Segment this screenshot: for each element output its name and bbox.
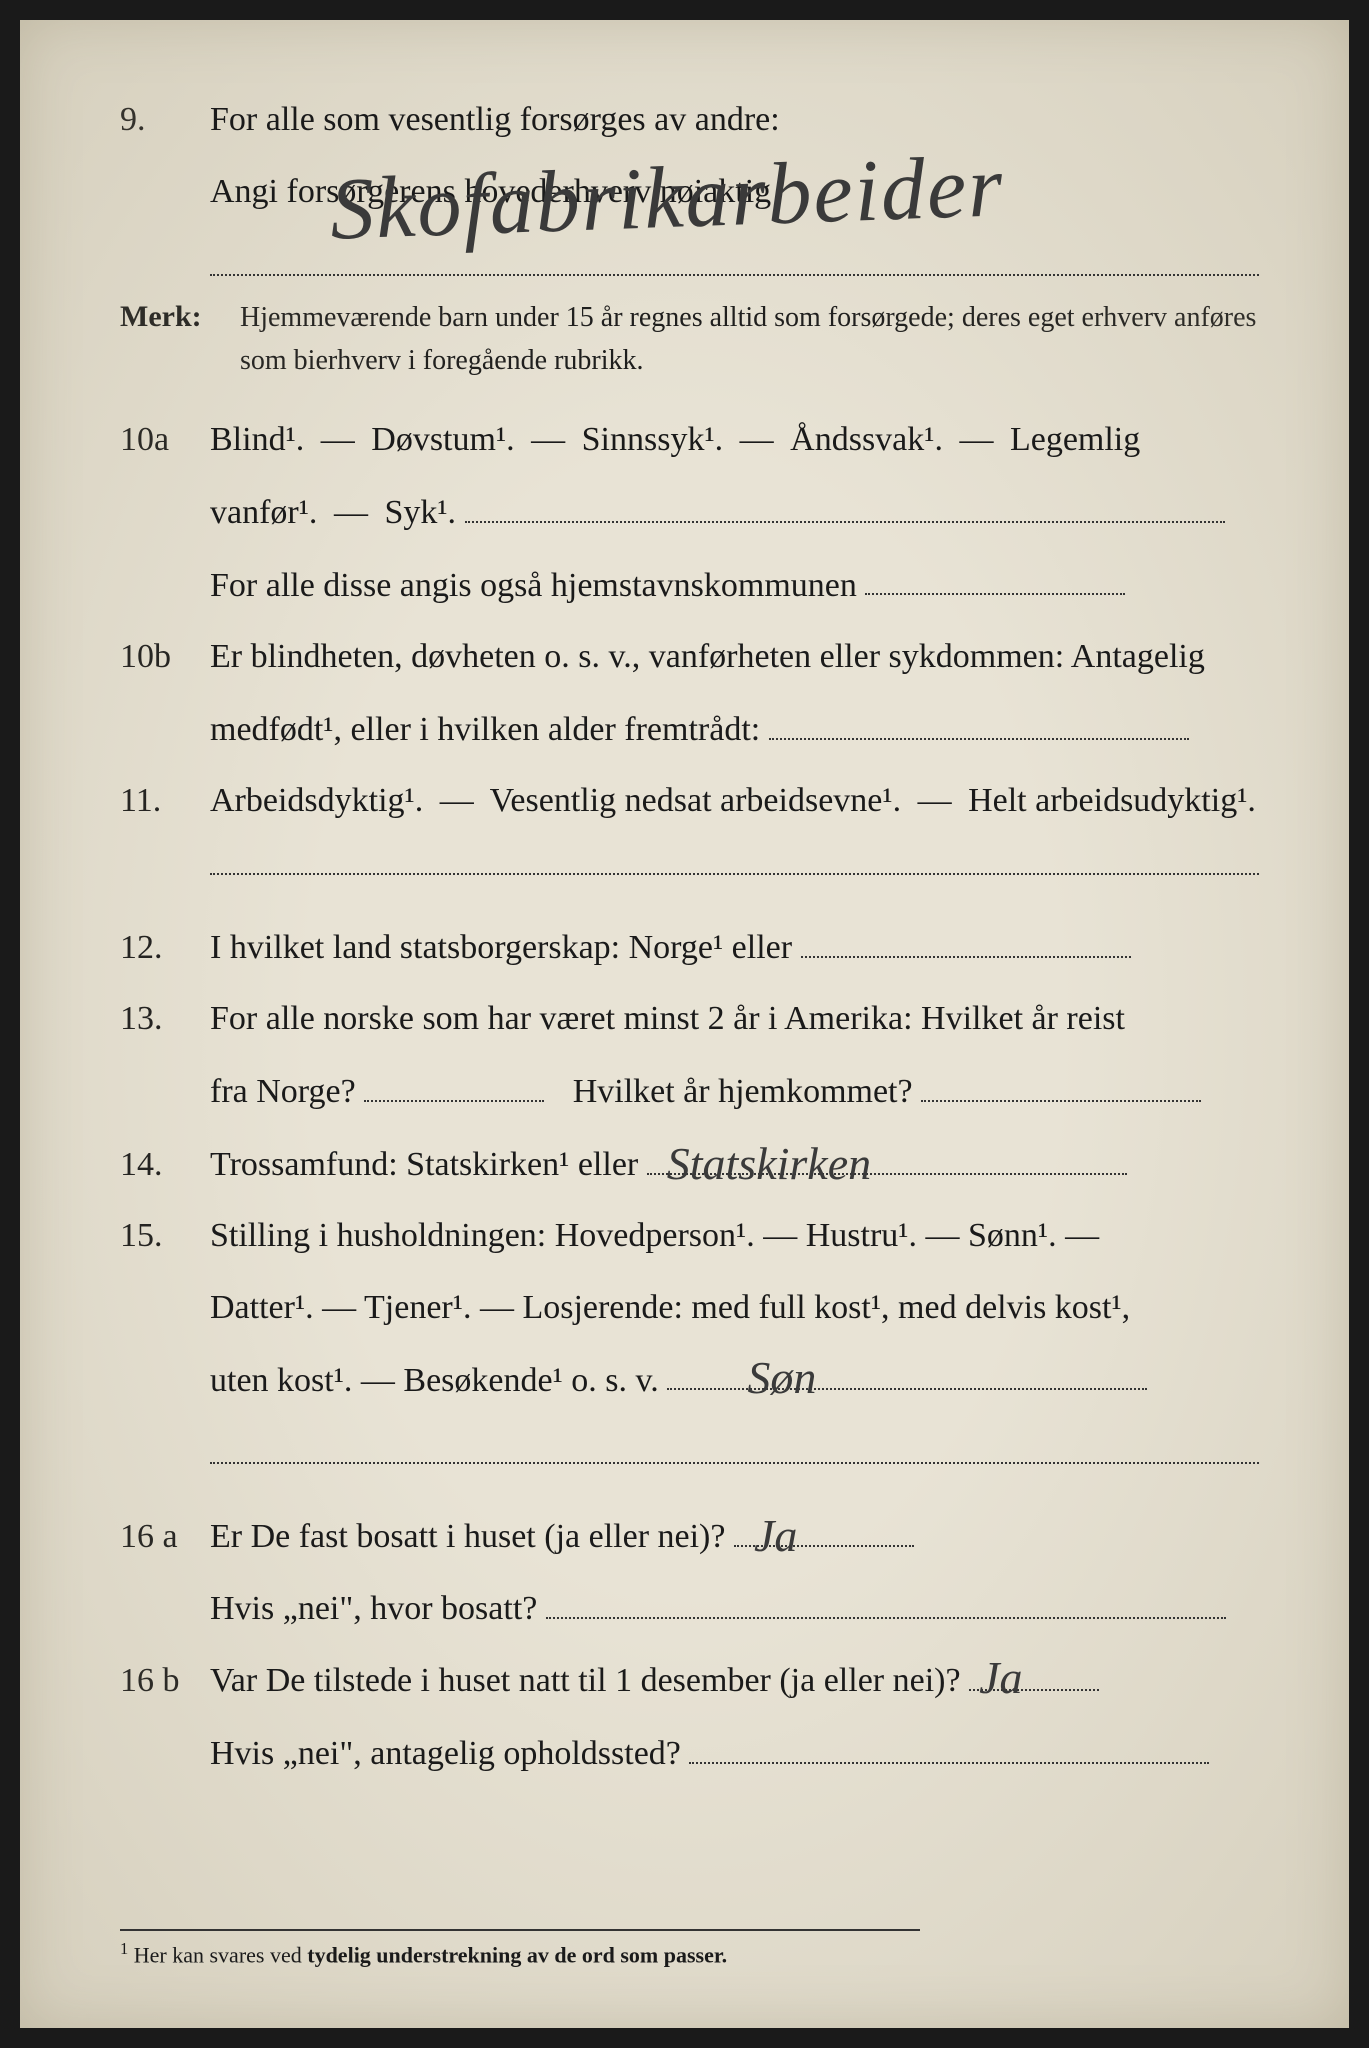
q10a-opt-vanfor: vanfør¹. [210, 494, 317, 531]
q9-handwritten-answer: Skofabrikarbeider [328, 110, 1007, 287]
census-form-page: 9. For alle som vesentlig forsørges av a… [20, 20, 1349, 2028]
separator: — [531, 421, 565, 458]
q10a-line3-text: For alle disse angis også hjemstavnskomm… [210, 566, 857, 603]
separator: — [334, 494, 368, 531]
q10a-options: Blind¹. — Døvstum¹. — Sinnssyk¹. — Åndss… [210, 410, 1259, 470]
spacer [120, 887, 1259, 917]
q15-number: 15. [120, 1206, 210, 1266]
footnote: 1 Her kan svares ved tydelig understrekn… [120, 1929, 920, 1968]
q16b-opholdssted-line [689, 1723, 1209, 1764]
question-14: 14. Trossamfund: Statskirken¹ eller Stat… [120, 1134, 1259, 1194]
q15-handwritten-answer: Søn [747, 1338, 816, 1419]
separator: — [740, 421, 774, 458]
spacer [120, 1476, 1259, 1506]
q16b-text: Var De tilstede i huset natt til 1 desem… [210, 1662, 961, 1699]
q10a-kommune-line [865, 555, 1125, 596]
q16a-handwritten-answer: Ja [754, 1496, 797, 1577]
q12-answer-line [801, 917, 1131, 958]
q15-line3: uten kost¹. — Besøkende¹ o. s. v. Søn [210, 1350, 1259, 1464]
q10a-number: 10a [120, 410, 210, 470]
separator: — [918, 782, 952, 819]
merk-note: Merk: Hjemmeværende barn under 15 år reg… [120, 296, 1259, 383]
q10a-opt-dovstum: Døvstum¹. [371, 421, 514, 458]
question-13: 13. For alle norske som har været minst … [120, 989, 1259, 1049]
q10a-line2: vanfør¹. — Syk¹. [210, 482, 1259, 542]
q14-content: Trossamfund: Statskirken¹ eller Statskir… [210, 1134, 1259, 1194]
q9-number: 9. [120, 90, 210, 150]
q10b-answer-line [769, 699, 1189, 740]
q14-text: Trossamfund: Statskirken¹ eller [210, 1146, 638, 1183]
q10a-answer-line [465, 482, 1225, 523]
q10b-number: 10b [120, 627, 210, 687]
q13-text: For alle norske som har været minst 2 år… [210, 989, 1259, 1049]
q10a-line3: For alle disse angis også hjemstavnskomm… [210, 555, 1259, 615]
q12-number: 12. [120, 918, 210, 978]
q16b-content: Var De tilstede i huset natt til 1 desem… [210, 1650, 1259, 1710]
q9-line2: Angi forsørgerens hovederhverv nøiaktig … [210, 162, 1259, 276]
q11-answer [210, 873, 1259, 875]
footnote-text-b: tydelig understrekning av de ord som pas… [307, 1942, 727, 1967]
q11-opt-nedsat: Vesentlig nedsat arbeidsevne¹. [490, 782, 901, 819]
q10a-opt-syk: Syk¹. [384, 494, 456, 531]
question-10b: 10b Er blindheten, døvheten o. s. v., va… [120, 627, 1259, 687]
separator: — [321, 421, 355, 458]
question-16a: 16 a Er De fast bosatt i huset (ja eller… [120, 1506, 1259, 1566]
q14-answer-line: Statskirken [647, 1134, 1127, 1175]
q15-text: Stilling i husholdningen: Hovedperson¹. … [210, 1206, 1259, 1266]
q15-line3-text: uten kost¹. — Besøkende¹ o. s. v. [210, 1361, 659, 1398]
q12-content: I hvilket land statsborgerskap: Norge¹ e… [210, 917, 1259, 977]
question-11: 11. Arbeidsdyktig¹. — Vesentlig nedsat a… [120, 771, 1259, 831]
q11-options: Arbeidsdyktig¹. — Vesentlig nedsat arbei… [210, 771, 1259, 831]
footnote-text-a: Her kan svares ved [134, 1942, 308, 1967]
separator: — [440, 782, 474, 819]
q13-line2: fra Norge? Hvilket år hjemkommet? [210, 1061, 1259, 1121]
q11-opt-udyktig: Helt arbeidsudyktig¹. [968, 782, 1256, 819]
q10b-text: Er blindheten, døvheten o. s. v., vanfør… [210, 627, 1259, 687]
q10a-opt-andssvak: Åndssvak¹. [790, 421, 943, 458]
q16a-bosatt-line [546, 1578, 1226, 1619]
q13-hjemkommet: Hvilket år hjemkommet? [573, 1073, 913, 1110]
merk-text: Hjemmeværende barn under 15 år regnes al… [240, 296, 1259, 383]
q16a-answer-line: Ja [734, 1506, 914, 1547]
merk-label: Merk: [120, 300, 240, 334]
q12-text: I hvilket land statsborgerskap: Norge¹ e… [210, 929, 792, 966]
q10a-opt-legemlig: Legemlig [1010, 421, 1140, 458]
q10b-line2: medfødt¹, eller i hvilken alder fremtråd… [210, 699, 1259, 759]
q14-handwritten-answer: Statskirken [667, 1124, 871, 1205]
q10b-line2-text: medfødt¹, eller i hvilken alder fremtråd… [210, 711, 760, 748]
footnote-marker: 1 [120, 1939, 128, 1958]
q15-extra-line [210, 1462, 1259, 1464]
q10a-opt-sinnssyk: Sinnssyk¹. [582, 421, 724, 458]
q16a-number: 16 a [120, 1507, 210, 1567]
question-15: 15. Stilling i husholdningen: Hovedperso… [120, 1206, 1259, 1266]
q16b-answer-line: Ja [969, 1650, 1099, 1691]
q11-opt-dyktig: Arbeidsdyktig¹. [210, 782, 423, 819]
q11-number: 11. [120, 771, 210, 831]
separator: — [959, 421, 993, 458]
q16b-number: 16 b [120, 1651, 210, 1711]
q15-answer-line: Søn [667, 1350, 1147, 1391]
q13-year-return-line [921, 1061, 1201, 1102]
question-10a: 10a Blind¹. — Døvstum¹. — Sinnssyk¹. — Å… [120, 410, 1259, 470]
q13-fra-norge: fra Norge? [210, 1073, 356, 1110]
q16b-line2-text: Hvis „nei", antagelig opholdssted? [210, 1735, 681, 1772]
q10a-opt-blind: Blind¹. [210, 421, 304, 458]
q15-line2: Datter¹. — Tjener¹. — Losjerende: med fu… [210, 1278, 1259, 1338]
q16a-text: Er De fast bosatt i huset (ja eller nei)… [210, 1518, 725, 1555]
q16b-line2: Hvis „nei", antagelig opholdssted? [210, 1723, 1259, 1783]
question-12: 12. I hvilket land statsborgerskap: Norg… [120, 917, 1259, 977]
q13-year-left-line [364, 1061, 544, 1102]
q14-number: 14. [120, 1135, 210, 1195]
q13-number: 13. [120, 989, 210, 1049]
q16a-line2: Hvis „nei", hvor bosatt? [210, 1578, 1259, 1638]
q11-answer-line [210, 873, 1259, 875]
q16a-content: Er De fast bosatt i huset (ja eller nei)… [210, 1506, 1259, 1566]
q16b-handwritten-answer: Ja [979, 1638, 1022, 1719]
q16a-line2-text: Hvis „nei", hvor bosatt? [210, 1590, 537, 1627]
question-16b: 16 b Var De tilstede i huset natt til 1 … [120, 1650, 1259, 1710]
